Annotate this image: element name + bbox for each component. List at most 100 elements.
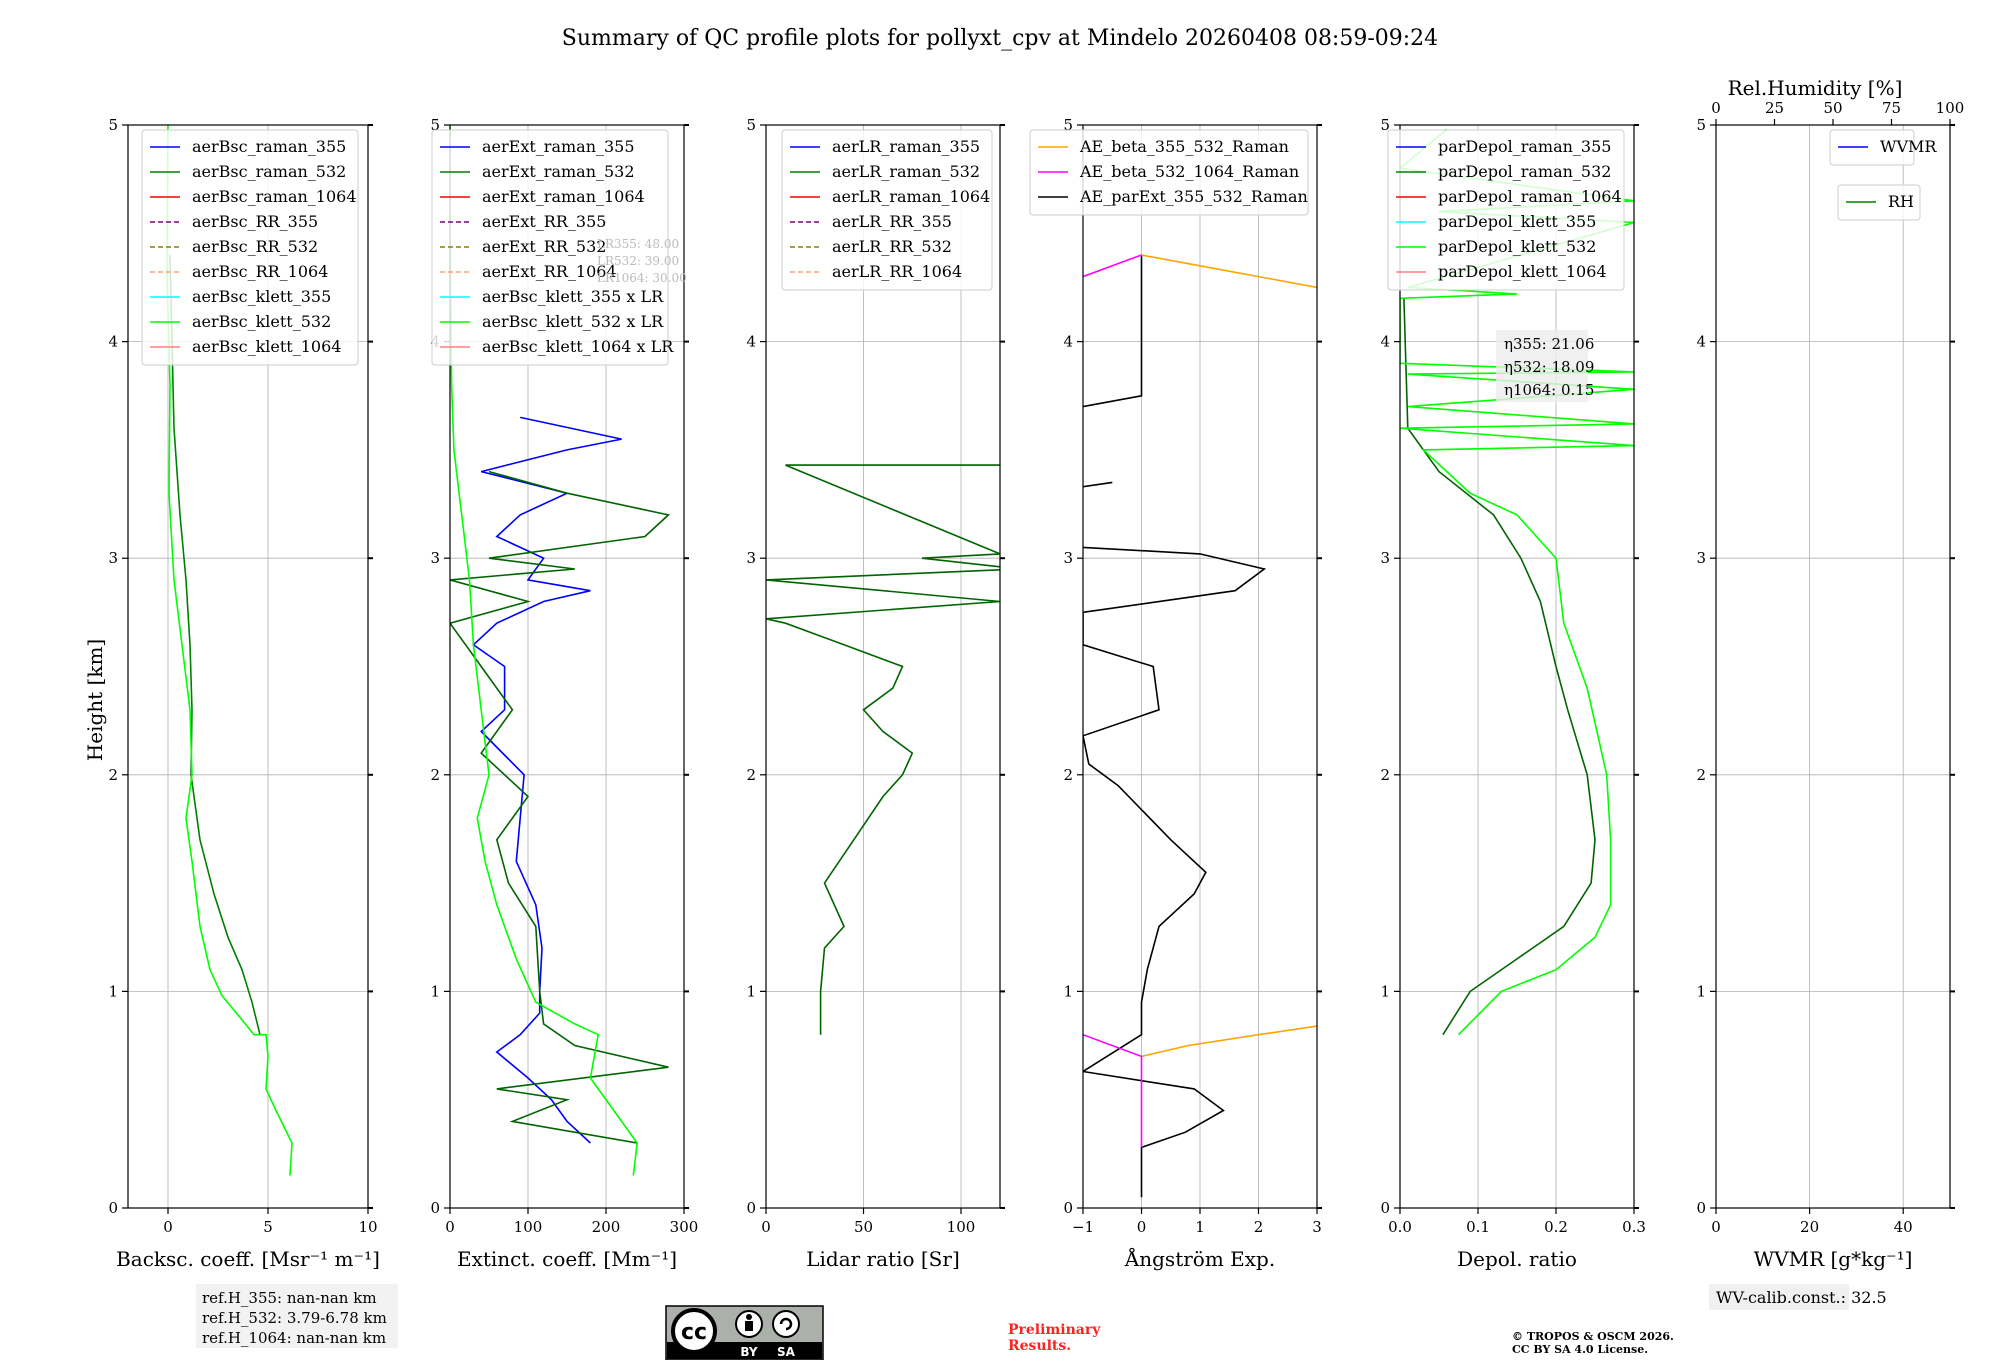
x-tick-label: −1: [1072, 1218, 1094, 1236]
legend-entry: aerExt_RR_1064: [482, 262, 617, 281]
x-axis-label: Backsc. coeff. [Msr⁻¹ m⁻¹]: [116, 1247, 380, 1271]
x-axis-label: Depol. ratio: [1457, 1247, 1577, 1271]
series-line-ae-parext-355-532-raman: [1083, 546, 1267, 1198]
axes-frame: [449, 124, 685, 1209]
lr-annotation: LR1064: 30.00: [597, 271, 687, 285]
reference-height-532: ref.H_532: 3.79-6.78 km: [202, 1309, 387, 1327]
x-tick-label: 0: [1137, 1218, 1147, 1236]
y-tick-label: 2: [1696, 766, 1706, 784]
preliminary-label-line2: Results.: [1008, 1338, 1071, 1354]
legend-entry: parDepol_raman_532: [1438, 162, 1611, 181]
x-tick-label: 0.2: [1544, 1218, 1568, 1236]
x-tick-label: 10: [358, 1218, 377, 1236]
y-tick-label: 0: [1380, 1199, 1390, 1217]
legend-box: [141, 129, 359, 366]
eta-annotation: η355: 21.06: [1504, 335, 1594, 353]
x-tick-label: 100: [514, 1218, 543, 1236]
legend-box: [781, 129, 993, 291]
eta-annotation: η532: 18.09: [1504, 358, 1594, 376]
wv-calib-background: [1709, 1284, 1849, 1310]
legend-entry: aerExt_raman_355: [482, 137, 635, 156]
x-tick-label: 0: [163, 1218, 173, 1236]
top-x-tick-label: 75: [1882, 99, 1901, 117]
y-tick-label: 3: [108, 549, 118, 567]
eta-box: [1496, 330, 1588, 402]
legend-entry: aerExt_raman_532: [482, 162, 635, 181]
x-tick-label: 0.1: [1466, 1218, 1490, 1236]
legend-entry: aerBsc_raman_355: [192, 137, 346, 156]
y-tick-label: 4: [746, 333, 756, 351]
legend: WVMR: [1829, 129, 1937, 166]
top-x-tick-label: 100: [1936, 99, 1965, 117]
x-tick-label: 300: [670, 1218, 699, 1236]
panel-ext: 0100200300012345Extinct. coeff. [Mm⁻¹]ae…: [430, 116, 698, 1271]
legend-box: [1837, 184, 1921, 221]
x-tick-label: 1: [1195, 1218, 1205, 1236]
legend-entry: aerExt_raman_1064: [482, 187, 645, 206]
series-line-aerext-raman-355: [472, 416, 622, 1144]
legend: AE_beta_355_532_Raman AE_beta_532_1064_Ra…: [1029, 129, 1309, 216]
series-line-pardepol-raman-532: [1403, 298, 1596, 1036]
legend-entry: parDepol_klett_532: [1438, 237, 1596, 256]
legend-box: [1029, 129, 1309, 216]
legend-entry: AE_beta_532_1064_Raman: [1079, 162, 1299, 181]
y-tick-label: 0: [1696, 1199, 1706, 1217]
x-axis-label: WVMR [g*kg⁻¹]: [1754, 1247, 1913, 1271]
person-icon-head: [746, 1314, 752, 1320]
y-tick-label: 0: [1063, 1199, 1073, 1217]
x-tick-label: 40: [1894, 1218, 1913, 1236]
copyright-line2: CC BY SA 4.0 License.: [1512, 1343, 1648, 1356]
cc-logo-text: cc: [681, 1320, 707, 1345]
series-line-ae-beta-532-1064-raman: [1083, 1033, 1143, 1148]
y-tick-label: 5: [746, 116, 756, 134]
x-tick-label: 200: [592, 1218, 621, 1236]
y-tick-label: 2: [746, 766, 756, 784]
cc-logo-icon: [671, 1308, 717, 1354]
legend-entry: aerBsc_raman_532: [192, 162, 346, 181]
series-line-ae-beta-355-532-raman: [1141, 254, 1317, 289]
y-tick-label: 3: [746, 549, 756, 567]
figure-title: Summary of QC profile plots for pollyxt_…: [562, 26, 1438, 51]
series-group: [450, 125, 671, 1176]
series-group: [766, 464, 1000, 1035]
axes-frame: [765, 124, 1001, 1209]
legend-entry: WVMR: [1880, 137, 1937, 156]
x-tick-label: 0: [445, 1218, 455, 1236]
legend-entry: aerBsc_klett_1064 x LR: [482, 337, 674, 356]
y-tick-label: 2: [108, 766, 118, 784]
series-line-aerbsc-raman-532: [169, 254, 261, 1035]
y-tick-label: 5: [1063, 116, 1073, 134]
x-tick-label: 20: [1800, 1218, 1819, 1236]
legend-entry: aerBsc_RR_532: [192, 237, 318, 256]
legend-entry: aerBsc_klett_532: [192, 312, 331, 331]
legend: RH: [1837, 184, 1921, 221]
y-tick-label: 5: [1696, 116, 1706, 134]
y-tick-label: 1: [108, 982, 118, 1000]
panel-dep: 0.0 0.1 0.2 0.3 0 1 2 3 4 5 Depol. ratio parDepol_r…: [1380, 116, 1645, 1271]
series-group: [1083, 254, 1317, 1198]
legend-entry: aerBsc_klett_1064: [192, 337, 341, 356]
y-tick-label: 1: [1380, 982, 1390, 1000]
top-x-tick-label: 25: [1765, 99, 1784, 117]
y-tick-label: 4: [1696, 333, 1706, 351]
legend-entry: aerLR_RR_1064: [832, 262, 962, 281]
series-line-ae-beta-532-1064-raman-top: [1083, 254, 1142, 278]
legend-entry: RH: [1888, 192, 1914, 211]
y-tick-label: 5: [1380, 116, 1390, 134]
legend: aerBsc_raman_355 aerBsc_raman_532 aerBsc_r…: [141, 129, 359, 366]
y-tick-label: 1: [1063, 982, 1073, 1000]
person-icon-body: [745, 1321, 753, 1331]
reference-height-1064: ref.H_1064: nan-nan km: [202, 1329, 386, 1347]
series-line-ae-parext-355-532-raman-upper: [1083, 481, 1113, 488]
reference-heights-background: [196, 1284, 398, 1348]
share-alike-arrow-icon: [779, 1317, 793, 1331]
x-tick-label: 0: [1711, 1218, 1721, 1236]
legend-entry: aerLR_raman_532: [832, 162, 980, 181]
y-tick-label: 1: [430, 982, 440, 1000]
legend-entry: aerLR_raman_1064: [832, 187, 990, 206]
legend-entry: aerBsc_raman_1064: [192, 187, 357, 206]
y-tick-label: 2: [1380, 766, 1390, 784]
series-line-aerext-raman-532: [450, 470, 671, 1144]
